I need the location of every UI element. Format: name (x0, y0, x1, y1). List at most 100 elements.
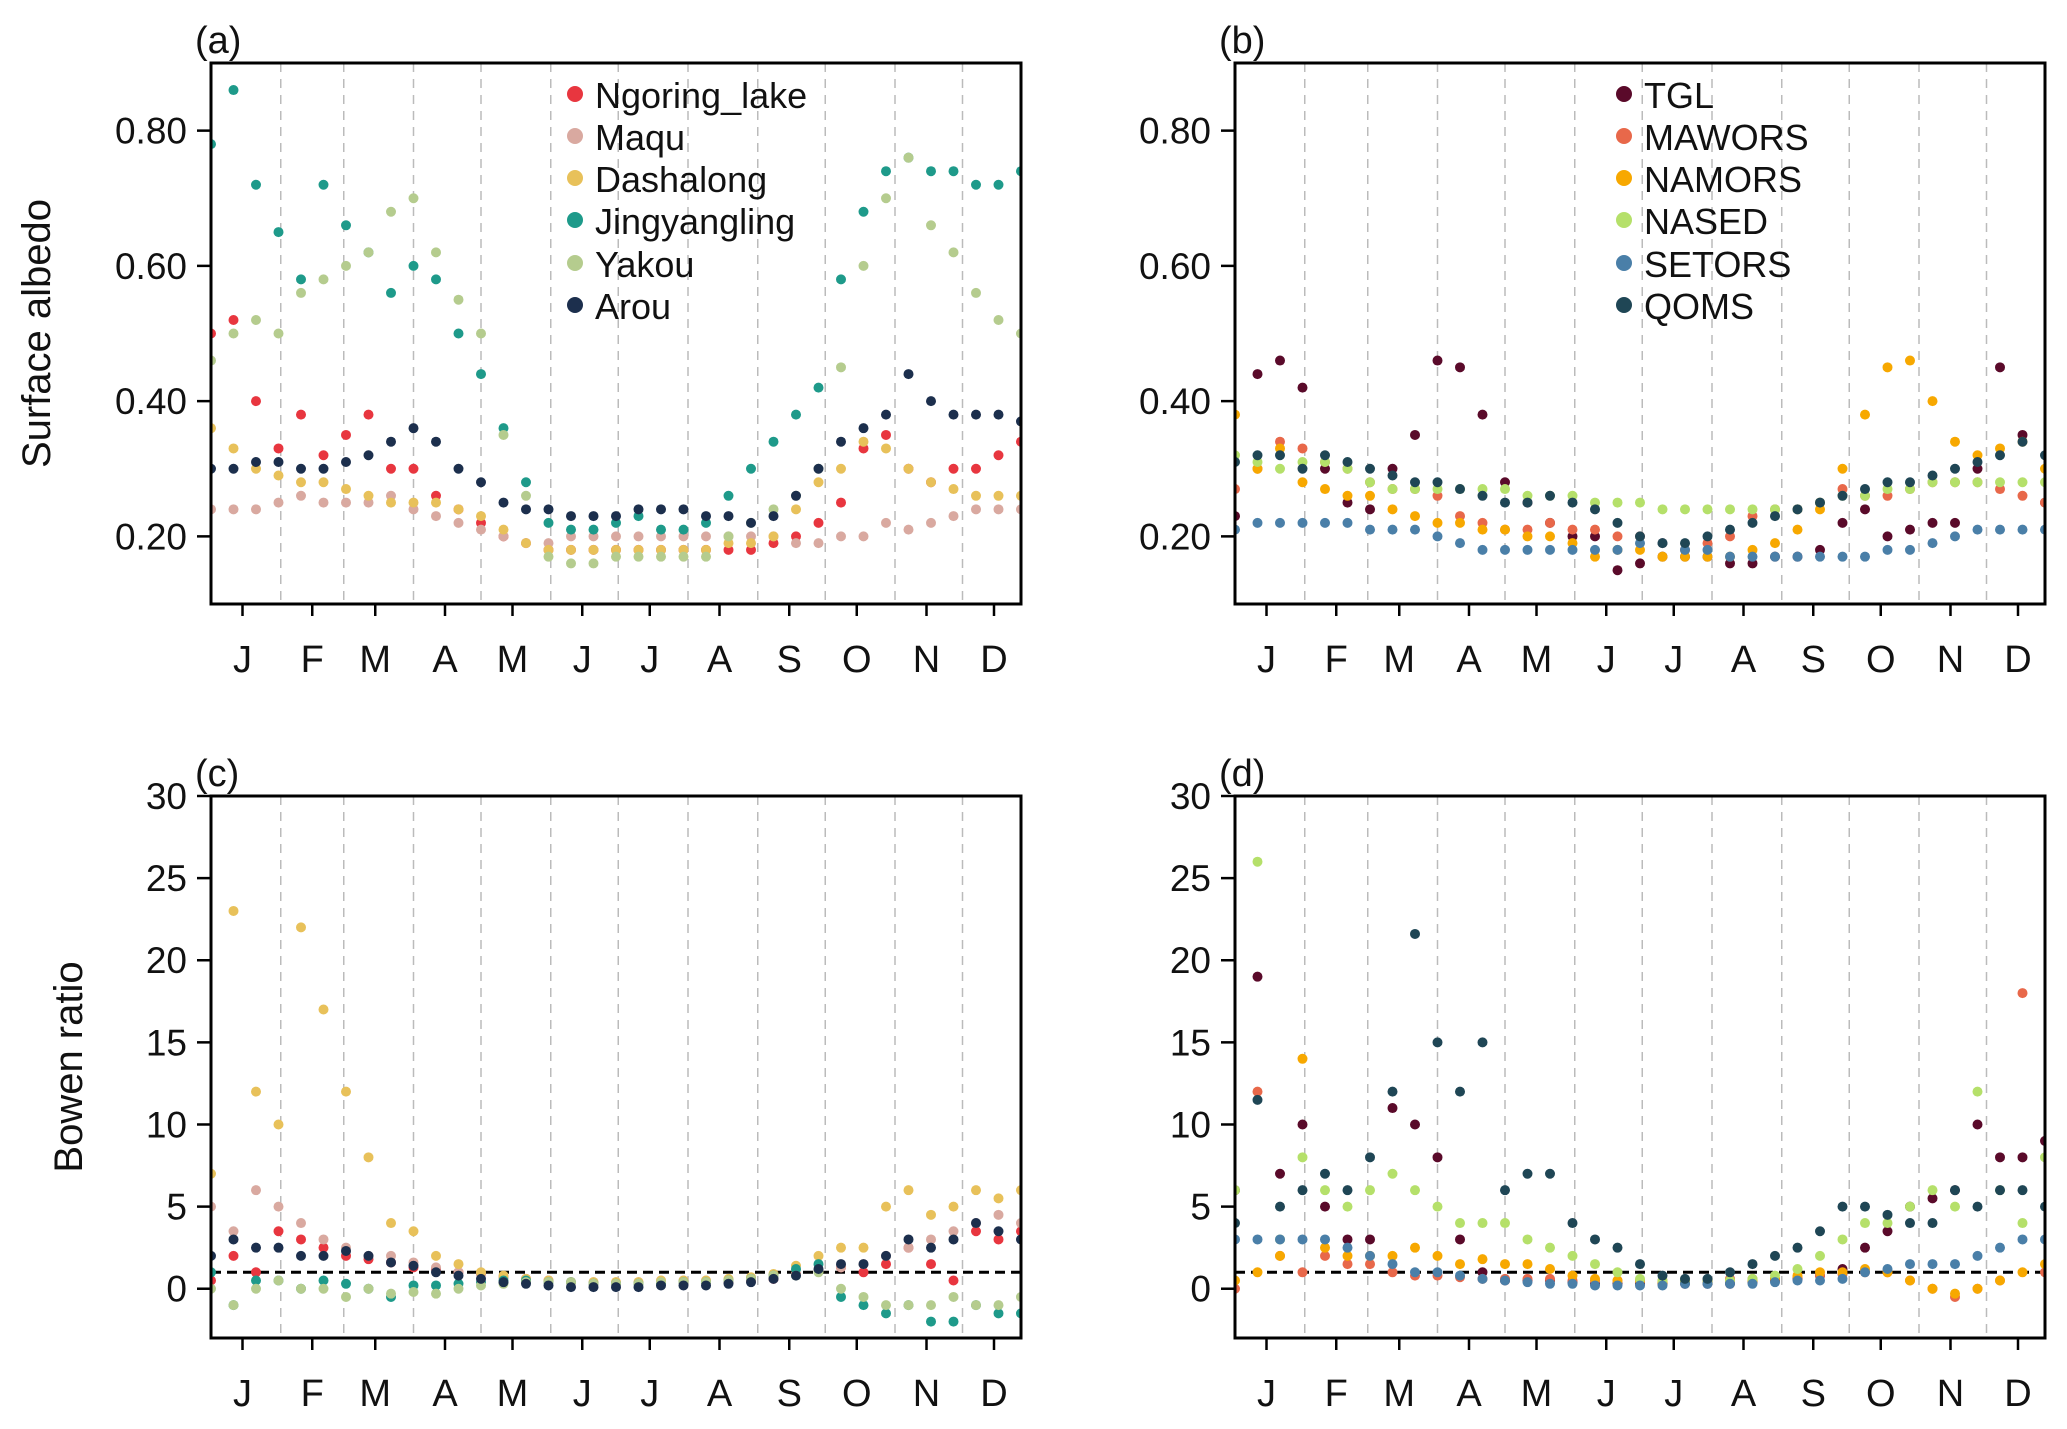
data-point (228, 1234, 239, 1245)
data-point (251, 179, 261, 190)
data-point (1860, 551, 1870, 562)
data-point (341, 497, 351, 508)
data-point (813, 1264, 824, 1275)
series-jingyangling (211, 85, 1021, 535)
data-point (1432, 477, 1443, 488)
data-point (1837, 1273, 1848, 1284)
data-point (386, 206, 396, 217)
data-point (1567, 544, 1578, 555)
data-point (948, 1275, 959, 1286)
x-tick-label: F (301, 639, 324, 681)
legend-item: Ngoring_lake (567, 75, 807, 116)
data-point (858, 1300, 869, 1311)
legend-label: NASED (1644, 201, 1768, 242)
data-point (881, 443, 891, 454)
data-point (251, 1086, 261, 1097)
data-point (1927, 517, 1938, 528)
data-point (228, 443, 239, 454)
series-maqu (211, 490, 1021, 549)
data-point (1455, 1270, 1465, 1281)
y-tick-label: 10 (146, 1104, 187, 1145)
data-point (363, 247, 374, 258)
legend-label: Jingyangling (595, 201, 795, 242)
data-point (1432, 1037, 1443, 1048)
data-point (1590, 1234, 1600, 1245)
x-tick-label: J (573, 639, 592, 681)
data-point (318, 1234, 329, 1245)
data-point (386, 497, 396, 508)
x-tick-label: A (432, 639, 458, 681)
data-point (1275, 517, 1285, 528)
data-point (791, 1270, 801, 1281)
data-point (363, 1283, 374, 1294)
data-point (1635, 497, 1645, 508)
data-point (1927, 396, 1938, 407)
data-point (408, 193, 419, 204)
data-point (318, 463, 329, 474)
legend-marker (1616, 170, 1632, 186)
data-point (1387, 1103, 1398, 1114)
data-point (1545, 1264, 1555, 1275)
data-point (1770, 511, 1780, 522)
data-point (971, 1185, 981, 1196)
data-point (1995, 1275, 2005, 1286)
x-tick-label: M (1521, 639, 1553, 681)
x-tick-label: O (842, 639, 872, 681)
x-tick-label: N (1937, 1373, 1964, 1415)
data-point (1455, 1086, 1465, 1097)
data-point (1725, 524, 1735, 535)
data-point (318, 1283, 329, 1294)
legend-marker (567, 128, 583, 144)
data-point (476, 511, 486, 522)
data-point (1252, 1267, 1263, 1278)
data-point (1432, 1250, 1443, 1261)
x-tick-label: M (497, 639, 529, 681)
data-point (318, 1275, 329, 1286)
data-point (273, 1226, 284, 1237)
data-point (296, 1250, 306, 1261)
data-point (386, 1218, 396, 1229)
plot-frame (209, 794, 1023, 1340)
y-tick-label: 30 (146, 776, 187, 817)
x-tick-label: M (359, 1373, 391, 1415)
data-point (1387, 1250, 1398, 1261)
data-point (228, 328, 239, 339)
data-point (1432, 517, 1443, 528)
x-tick-label: A (1731, 639, 1757, 681)
data-point (746, 1277, 756, 1288)
data-point (498, 497, 509, 508)
data-point (948, 1234, 959, 1245)
data-point (926, 477, 936, 488)
data-point (1792, 1264, 1803, 1275)
data-point (1837, 463, 1848, 474)
series-nased (1235, 856, 2045, 1286)
data-point (971, 179, 981, 190)
data-point (1477, 1218, 1488, 1229)
data-point (1972, 1086, 1983, 1097)
data-point (1432, 355, 1443, 366)
data-point (408, 463, 419, 474)
panel-label: (b) (1219, 20, 1265, 62)
data-point (926, 396, 936, 407)
data-point (251, 1267, 261, 1278)
data-point (813, 382, 824, 393)
data-point (1342, 1234, 1353, 1245)
data-point (1747, 551, 1758, 562)
data-point (836, 497, 846, 508)
data-point (341, 1291, 351, 1302)
data-point (1905, 1218, 1915, 1229)
data-point (1792, 1275, 1803, 1286)
data-point (1747, 1278, 1758, 1289)
data-point (1342, 490, 1353, 501)
data-point (656, 551, 666, 562)
data-point (1297, 382, 1308, 393)
legend-item: MAWORS (1616, 117, 1809, 158)
x-tick-label: J (1597, 1373, 1616, 1415)
data-point (1950, 436, 1960, 447)
data-point (701, 1280, 711, 1291)
data-point (1320, 1234, 1330, 1245)
data-point (386, 287, 396, 298)
y-tick-label: 0.60 (115, 246, 187, 287)
data-point (1342, 1242, 1353, 1253)
